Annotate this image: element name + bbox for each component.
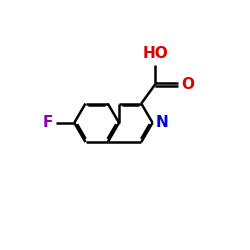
Text: HO: HO (142, 46, 168, 61)
Text: N: N (156, 115, 169, 130)
Text: F: F (42, 115, 53, 130)
Text: O: O (182, 77, 194, 92)
